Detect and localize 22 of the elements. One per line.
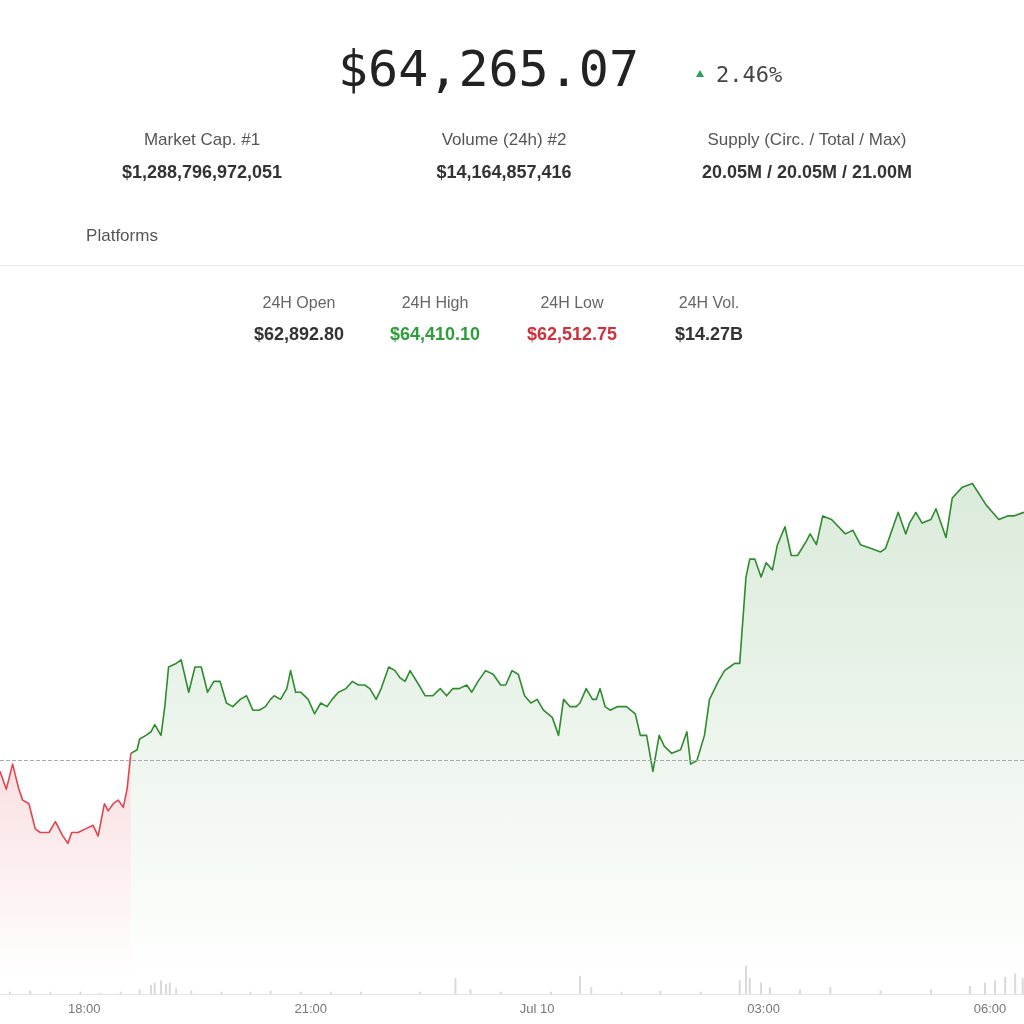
- x-tick-label: Jul 10: [519, 1001, 555, 1016]
- x-tick-label: 06:00: [973, 1001, 1007, 1016]
- text: $64,410.10: [389, 324, 481, 345]
- text: 24H Open: [262, 294, 336, 312]
- x-tick-label: 18:00: [68, 1001, 101, 1016]
- text: Platforms: [86, 226, 158, 246]
- chart-title: $64,265.07: [338, 40, 640, 98]
- text: 24H Low: [540, 294, 604, 312]
- text: $62,512.75: [526, 324, 618, 345]
- text: 20.05M / 20.05M / 21.00M: [701, 162, 913, 183]
- text: $14,164,857,416: [436, 162, 572, 183]
- text: Volume (24h) #2: [441, 130, 567, 150]
- text: $14.27B: [674, 324, 744, 345]
- text: Market Cap. #1: [143, 130, 261, 150]
- text: 24H High: [401, 294, 469, 312]
- text: 24H Vol.: [678, 294, 740, 312]
- x-tick-label: 21:00: [294, 1001, 327, 1016]
- text: $1,288,796,972,051: [121, 162, 283, 183]
- text: $62,892.80: [253, 324, 345, 345]
- text: Supply (Circ. / Total / Max): [707, 130, 907, 150]
- x-tick-label: 03:00: [747, 1001, 780, 1016]
- chart-subtitle: 2.46%: [716, 62, 783, 87]
